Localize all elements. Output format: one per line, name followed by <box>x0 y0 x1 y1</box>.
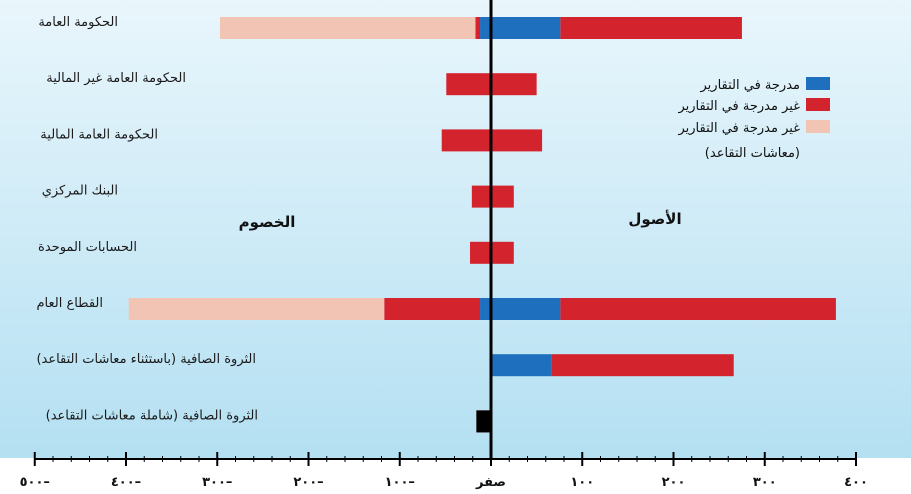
liabilities-annotation: الخصوم <box>239 213 296 231</box>
x-tick-label: ٤٠٠– <box>111 475 141 490</box>
x-tick-label: ٤٠٠ <box>844 475 868 490</box>
legend-label: (معاشات التقاعد) <box>705 146 800 161</box>
legend-label: مدرجة في التقارير <box>700 78 801 93</box>
bar-assets-s0-c0 <box>491 17 561 39</box>
category-label: الحكومة العامة غير المالية <box>46 71 186 86</box>
category-label: الثروة الصافية (باستثناء معاشات التقاعد) <box>36 352 256 367</box>
x-axis: ٥٠٠– ٤٠٠– ٣٠٠– ٢٠٠– ١٠٠– صفر ١٠٠ ٢٠٠ ٣٠٠ ٤٠٠ <box>20 452 868 490</box>
bar-liabilities-s1-c0 <box>475 17 481 39</box>
bar-assets-s1-c6 <box>551 354 734 377</box>
category-label: الحكومة العامة المالية <box>40 127 158 142</box>
bar-liabilities-s1-c2 <box>441 129 491 152</box>
bar-assets-s1-c5 <box>560 298 836 320</box>
legend: مدرجة في التقارير غير مدرجة في التقارير غي… <box>677 77 830 161</box>
bar-liabilities-s1-c3 <box>471 185 491 208</box>
bar-liabilities-s2-c5 <box>128 298 385 320</box>
x-tick-label: ٣٠٠– <box>202 475 232 490</box>
bar-assets-s1-c1 <box>491 73 537 96</box>
x-tick-label: صفر <box>475 475 506 490</box>
bar-net-worth-marker <box>476 410 491 433</box>
category-label: الحكومة العامة <box>38 15 118 30</box>
bar-liabilities-s2-c0 <box>219 17 476 39</box>
bar-liabilities-s1-c4 <box>470 241 491 264</box>
category-labels: الحكومة العامة الحكومة العامة غير المالية… <box>36 15 258 423</box>
bar-liabilities-s0-c0 <box>480 17 491 39</box>
bar-liabilities-s0-c5 <box>480 298 491 320</box>
bar-assets-s1-c2 <box>491 129 543 152</box>
assets-annotation: الأصول <box>628 210 681 228</box>
x-tick-label: ٢٠٠– <box>293 475 323 490</box>
plot-background <box>0 0 911 458</box>
bar-assets-s1-c4 <box>491 241 514 264</box>
bars-layer <box>128 17 836 433</box>
bar-assets-s0-c5 <box>491 298 561 320</box>
bar-liabilities-s1-c5 <box>384 298 481 320</box>
category-label: البنك المركزي <box>42 184 118 199</box>
x-tick-label: ١٠٠ <box>570 475 594 490</box>
category-label: الثروة الصافية (شاملة معاشات التقاعد) <box>46 408 258 423</box>
x-tick-label: ٢٠٠ <box>662 475 686 490</box>
x-tick-label: ١٠٠– <box>385 475 415 490</box>
bar-assets-s1-c3 <box>491 185 514 208</box>
bar-assets-s1-c0 <box>560 17 742 39</box>
x-tick-label: ٥٠٠– <box>20 475 50 490</box>
category-label: الحسابات الموحدة <box>38 240 137 255</box>
legend-label: غير مدرجة في التقارير <box>677 121 800 136</box>
x-tick-label: ٣٠٠ <box>753 475 777 490</box>
bar-liabilities-s1-c1 <box>446 73 491 96</box>
legend-swatch <box>806 98 830 111</box>
legend-label: غير مدرجة في التقارير <box>677 99 800 114</box>
legend-swatch <box>806 77 830 90</box>
category-label: القطاع العام <box>36 296 103 311</box>
bar-assets-s0-c6 <box>491 354 552 377</box>
legend-swatch <box>806 120 830 133</box>
